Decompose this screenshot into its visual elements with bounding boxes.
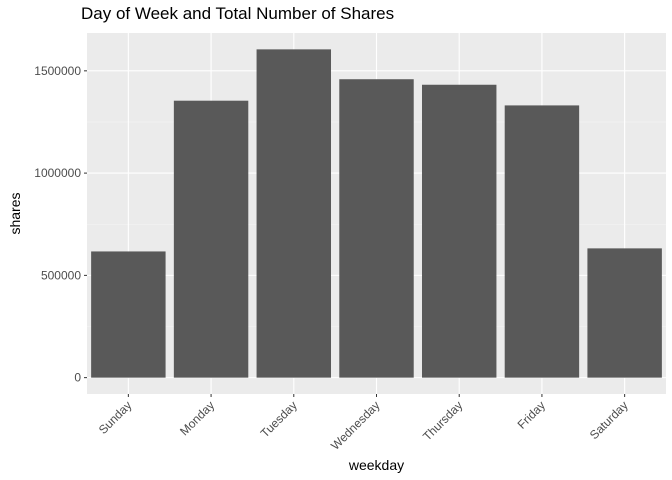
bar-friday <box>504 105 580 378</box>
x-tick-label: Sunday <box>96 398 135 437</box>
y-tick-label: 0 <box>74 371 81 385</box>
x-tick-label: Saturday <box>587 398 631 442</box>
x-tick-label: Friday <box>515 398 548 431</box>
x-tick-label: Tuesday <box>258 398 300 440</box>
x-tick-label: Thursday <box>420 398 465 443</box>
bar-wednesday <box>339 79 414 378</box>
chart-title: Day of Week and Total Number of Shares <box>81 4 395 23</box>
x-tick-label: Monday <box>177 398 217 438</box>
y-tick-label: 500000 <box>41 268 81 282</box>
bar-tuesday <box>256 49 332 378</box>
y-tick-label: 1500000 <box>34 64 81 78</box>
bar-monday <box>173 100 249 378</box>
y-tick-label: 1000000 <box>34 166 81 180</box>
x-tick-label: Wednesday <box>328 398 383 453</box>
bar-saturday <box>587 248 662 378</box>
bar-sunday <box>91 251 166 378</box>
y-axis: 0 500000 1000000 1500000 <box>34 64 87 385</box>
bar-thursday <box>421 84 497 378</box>
x-axis: Sunday Monday Tuesday Wednesday Thursday Frid… <box>96 394 631 453</box>
y-axis-title: shares <box>7 192 23 234</box>
bars <box>91 49 662 378</box>
x-axis-title: weekday <box>348 457 404 473</box>
